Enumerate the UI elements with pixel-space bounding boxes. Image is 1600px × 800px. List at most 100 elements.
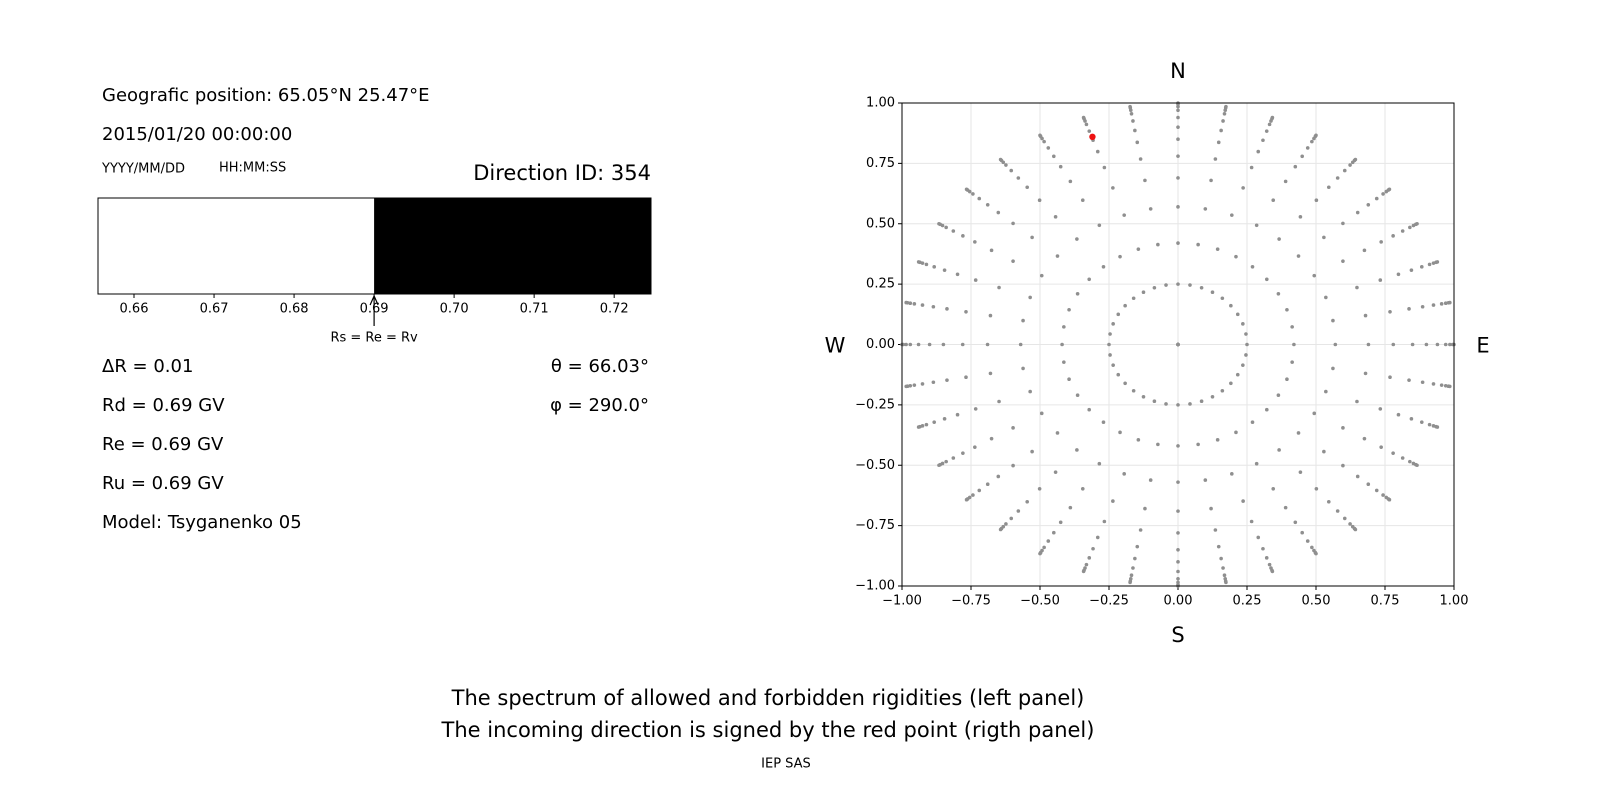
direction-point — [1241, 186, 1245, 190]
direction-point — [951, 456, 956, 460]
direction-point — [1355, 210, 1360, 215]
caption: The incoming direction is signed by the … — [441, 718, 1095, 742]
direction-point — [1222, 573, 1227, 577]
direction-point — [1118, 254, 1122, 259]
direction-point — [1216, 140, 1221, 145]
cutoff-arrowhead — [369, 294, 379, 306]
direction-point — [1435, 425, 1440, 429]
direction-point — [1038, 551, 1042, 556]
date-format: YYYY/MM/DD — [101, 162, 185, 177]
direction-point — [1080, 487, 1085, 491]
direction-point — [944, 459, 948, 464]
direction-point — [1267, 562, 1272, 567]
direction-point — [1290, 325, 1294, 329]
direction-point — [1250, 420, 1255, 424]
direction-point — [1408, 459, 1412, 464]
direction-point — [1143, 178, 1147, 183]
direction-point — [1324, 295, 1328, 300]
direction-point — [1176, 154, 1180, 158]
direction-point — [964, 309, 968, 314]
direction-point — [1107, 342, 1111, 347]
direction-point — [1203, 478, 1208, 482]
direction-point — [1312, 411, 1317, 416]
direction-point — [1341, 259, 1345, 263]
direction-point — [1176, 403, 1180, 407]
direction-point — [1176, 480, 1180, 484]
direction-point — [1374, 196, 1379, 201]
direction-point — [1011, 426, 1015, 430]
direction-point — [945, 307, 949, 311]
direction-point — [1176, 115, 1180, 120]
direction-point — [1388, 375, 1392, 380]
direction-point — [1300, 154, 1304, 159]
direction-point — [1348, 163, 1352, 167]
direction-point — [1176, 560, 1180, 564]
direction-point — [1322, 235, 1326, 240]
delta-r: ΔR = 0.01 — [102, 356, 193, 377]
direction-point — [1435, 342, 1440, 347]
direction-point — [1427, 262, 1432, 267]
direction-point — [1300, 530, 1304, 535]
direction-point — [1379, 445, 1383, 449]
direction-point — [1025, 185, 1030, 190]
direction-point — [1409, 268, 1414, 272]
direction-point — [1293, 164, 1298, 169]
direction-point — [1419, 420, 1424, 424]
direction-point — [988, 371, 993, 376]
direction-point — [961, 234, 965, 238]
rd: Rd = 0.69 GV — [102, 395, 225, 416]
direction-point — [1443, 301, 1448, 305]
direction-point — [1335, 509, 1340, 513]
direction-point — [1133, 128, 1137, 133]
direction-point — [1116, 372, 1121, 377]
direction-point — [964, 187, 969, 192]
direction-point — [1081, 115, 1086, 120]
direction-point — [908, 342, 913, 347]
direction-point — [1052, 154, 1056, 159]
direction-point — [1335, 176, 1340, 180]
direction-point — [973, 278, 978, 282]
x-tick-label: 0.00 — [1164, 594, 1193, 609]
x-tick-label: 0.70 — [440, 302, 469, 317]
direction-point — [1378, 407, 1383, 411]
direction-point — [1011, 221, 1015, 226]
direction-point — [1244, 332, 1248, 336]
direction-point — [944, 225, 948, 230]
direction-point — [1400, 229, 1405, 233]
direction-point — [1305, 539, 1310, 543]
direction-point — [1075, 237, 1079, 241]
direction-point — [912, 383, 917, 387]
direction-point — [977, 488, 982, 493]
direction-point — [1152, 285, 1157, 290]
direction-point — [1224, 104, 1228, 109]
direction-point — [1188, 402, 1192, 406]
direction-point — [1341, 221, 1345, 226]
direction-point — [1009, 516, 1014, 521]
direction-point — [1131, 388, 1136, 393]
direction-point — [1053, 215, 1058, 219]
direction-point — [1220, 388, 1225, 393]
direction-point — [1111, 363, 1115, 367]
direction-point — [1135, 544, 1140, 549]
direction-point — [1164, 402, 1168, 406]
direction-point — [1196, 242, 1200, 247]
y-tick-label: −0.50 — [855, 458, 895, 473]
direction-point — [1068, 505, 1073, 510]
direction-point — [1016, 509, 1021, 513]
direction-point — [1081, 569, 1086, 574]
direction-point — [1037, 486, 1042, 491]
direction-point — [904, 342, 908, 347]
direction-point — [937, 463, 941, 468]
direction-point — [1101, 265, 1106, 269]
direction-point — [1196, 442, 1200, 447]
direction-point — [1176, 342, 1180, 347]
direction-point — [1314, 198, 1319, 203]
x-tick-label: 0.67 — [200, 302, 229, 317]
direction-point — [1407, 307, 1411, 311]
direction-point — [1219, 128, 1223, 133]
direction-point — [1129, 112, 1134, 116]
direction-point — [1122, 213, 1126, 217]
y-tick-label: 0.75 — [866, 156, 895, 171]
direction-point — [1292, 342, 1296, 347]
direction-point — [1176, 531, 1180, 535]
